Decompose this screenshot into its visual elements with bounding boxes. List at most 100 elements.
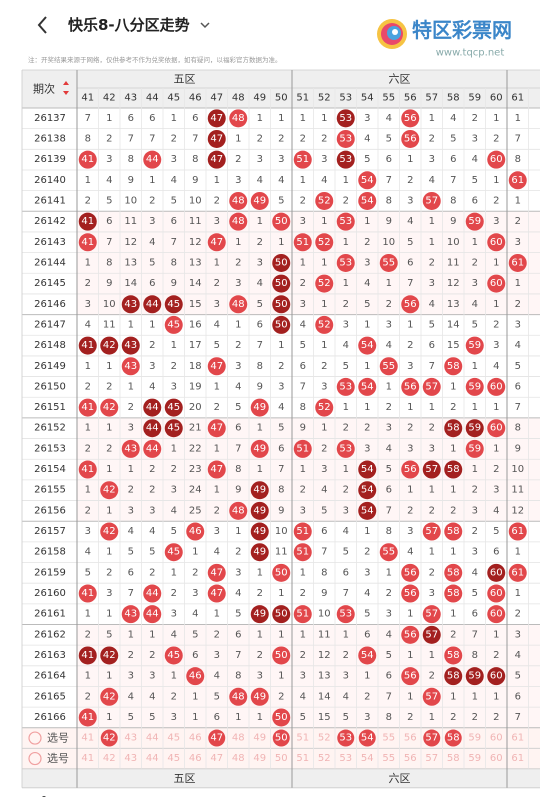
ball-number: 51 [296, 609, 309, 620]
miss-count: 8 [386, 195, 392, 206]
miss-count: 3 [128, 505, 134, 516]
ball [293, 605, 312, 624]
ball-number: 60 [490, 154, 503, 165]
column-number: 44 [146, 93, 159, 104]
ball [121, 439, 140, 458]
miss-count: 2 [386, 299, 392, 310]
issue-number: 26142 [34, 216, 66, 227]
miss-count: 15 [189, 299, 202, 310]
miss-count: 1 [106, 547, 112, 558]
miss-count: 2 [343, 195, 349, 206]
ball [186, 522, 205, 541]
ball [487, 377, 506, 396]
column-number: 42 [103, 93, 116, 104]
pick-radio[interactable] [28, 731, 42, 745]
miss-count: 1 [300, 629, 306, 640]
selected-ball[interactable] [444, 729, 462, 747]
column-number: 58 [447, 93, 460, 104]
miss-count: 8 [515, 154, 521, 165]
miss-count: 5 [364, 609, 370, 620]
miss-count: 2 [407, 175, 413, 186]
miss-count: 13 [124, 257, 137, 268]
ball [401, 625, 420, 644]
pick-number: 44 [146, 753, 159, 764]
miss-count: 3 [106, 588, 112, 599]
miss-count: 3 [257, 671, 263, 682]
ball [487, 233, 506, 252]
miss-count: 6 [192, 113, 198, 124]
ball-number: 54 [361, 195, 374, 206]
ball-number: 58 [447, 464, 460, 475]
ball-number: 43 [124, 361, 137, 372]
ball-number: 61 [511, 567, 524, 578]
ball [465, 419, 484, 438]
ball [121, 357, 140, 376]
ball [272, 315, 291, 334]
miss-count: 7 [386, 691, 392, 702]
miss-count: 7 [407, 278, 413, 289]
miss-count: 4 [429, 175, 435, 186]
miss-count: 2 [106, 381, 112, 392]
dropdown-chevron[interactable] [200, 22, 210, 29]
miss-count: 5 [192, 629, 198, 640]
ball-number: 60 [490, 381, 503, 392]
ball-number: 60 [490, 237, 503, 248]
miss-count: 3 [214, 299, 220, 310]
selected-ball[interactable] [423, 729, 441, 747]
ball [272, 295, 291, 314]
page-title[interactable]: 快乐8-八分区走势 [68, 16, 190, 34]
miss-count: 2 [171, 588, 177, 599]
ball-number: 47 [210, 423, 223, 434]
issue-header[interactable]: 期次 [33, 82, 55, 96]
ball-number: 41 [81, 237, 94, 248]
issue-number: 26156 [34, 505, 66, 516]
miss-count: 20 [189, 402, 202, 413]
selected-ball[interactable] [358, 729, 376, 747]
miss-count: 1 [364, 526, 370, 537]
miss-count: 1 [257, 464, 263, 475]
back-button[interactable] [37, 16, 47, 34]
miss-count: 1 [515, 278, 521, 289]
ball-number: 41 [81, 464, 94, 475]
ball [315, 398, 334, 417]
miss-count: 8 [386, 712, 392, 723]
ball [444, 357, 463, 376]
miss-count: 3 [300, 299, 306, 310]
miss-count: 7 [386, 175, 392, 186]
ball-number: 44 [146, 154, 159, 165]
ball-number: 55 [382, 257, 395, 268]
pick-radio[interactable] [28, 751, 42, 766]
ball-number: 52 [318, 278, 331, 289]
miss-count: 1 [300, 567, 306, 578]
issue-number: 26154 [34, 464, 66, 475]
selected-ball[interactable] [272, 729, 290, 747]
ball [336, 439, 355, 458]
miss-count: 2 [300, 650, 306, 661]
ball-number: 57 [425, 629, 438, 640]
miss-count: 1 [321, 340, 327, 351]
miss-count: 3 [515, 319, 521, 330]
ball-number: 48 [232, 113, 245, 124]
miss-count: 3 [149, 216, 155, 227]
miss-count: 2 [300, 485, 306, 496]
miss-count: 2 [429, 423, 435, 434]
ball [315, 315, 334, 334]
miss-count: 3 [149, 671, 155, 682]
ball [336, 253, 355, 272]
miss-count: 3 [364, 712, 370, 723]
miss-count: 3 [171, 609, 177, 620]
ball [315, 274, 334, 293]
ball [143, 439, 162, 458]
pick-number: 54 [361, 733, 374, 744]
selected-ball[interactable] [337, 729, 355, 747]
miss-count: 3 [149, 361, 155, 372]
pick-number: 41 [81, 733, 94, 744]
miss-count: 5 [343, 712, 349, 723]
ball [78, 398, 97, 417]
ball-number: 47 [210, 464, 223, 475]
selected-ball[interactable] [100, 729, 118, 747]
ball [207, 460, 226, 479]
miss-count: 7 [386, 505, 392, 516]
miss-count: 1 [407, 485, 413, 496]
selected-ball[interactable] [208, 729, 226, 747]
